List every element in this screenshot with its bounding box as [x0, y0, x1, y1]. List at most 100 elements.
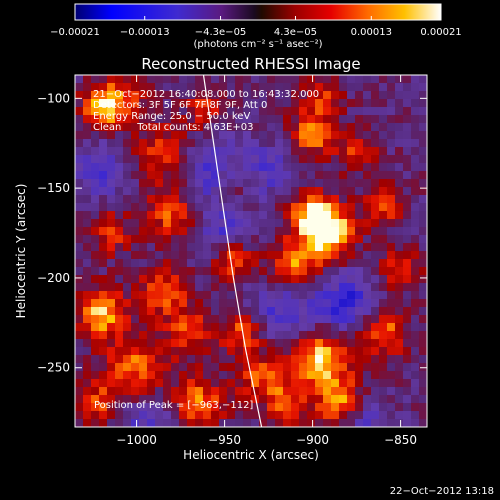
heatmap-cell [227, 75, 236, 84]
heatmap-cell [139, 387, 148, 396]
heatmap-cell [419, 411, 427, 420]
heatmap-cell [147, 219, 156, 228]
heatmap-cell [75, 259, 84, 268]
heatmap-cell [251, 155, 260, 164]
heatmap-cell [235, 235, 244, 244]
heatmap-cell [395, 411, 404, 420]
heatmap-cell [91, 211, 100, 220]
heatmap-cell [235, 195, 244, 204]
heatmap-cell [203, 163, 212, 172]
heatmap-cell [267, 315, 276, 324]
heatmap-cell [379, 243, 388, 252]
heatmap-cell [251, 211, 260, 220]
heatmap-cell [411, 339, 420, 348]
heatmap-cell [131, 419, 140, 427]
heatmap-cell [155, 267, 164, 276]
heatmap-cell [163, 107, 172, 116]
heatmap-cell [371, 251, 380, 260]
heatmap-cell [243, 331, 252, 340]
heatmap-cell [315, 259, 324, 268]
heatmap-cell [283, 83, 292, 92]
heatmap-cell [171, 275, 180, 284]
heatmap-cell [387, 83, 396, 92]
heatmap-cell [163, 315, 172, 324]
heatmap-cell [187, 339, 196, 348]
heatmap-cell [419, 283, 427, 292]
heatmap-cell [203, 291, 212, 300]
heatmap-cell [195, 323, 204, 332]
heatmap-cell [203, 123, 212, 132]
header-annotations: 21−Oct−2012 16:40:08.000 to 16:43:32.000… [93, 89, 319, 133]
heatmap-cell [323, 251, 332, 260]
heatmap-cell [107, 275, 116, 284]
heatmap-cell [171, 307, 180, 316]
heatmap-cell [219, 235, 228, 244]
heatmap-cell [155, 171, 164, 180]
heatmap-cell [179, 291, 188, 300]
heatmap-cell [291, 75, 300, 84]
heatmap-cell [259, 171, 268, 180]
heatmap-cell [323, 267, 332, 276]
heatmap-cell [371, 99, 380, 108]
heatmap-cell [75, 107, 84, 116]
heatmap-cell [363, 411, 372, 420]
heatmap-cell [291, 163, 300, 172]
heatmap-cell [307, 83, 316, 92]
heatmap-cell [355, 75, 364, 84]
heatmap-cell [315, 195, 324, 204]
heatmap-cell [251, 131, 260, 140]
heatmap-cell [227, 355, 236, 364]
heatmap-cell [179, 323, 188, 332]
colorbar-tick-label: 4.3e−05 [274, 27, 317, 38]
heatmap-cell [99, 283, 108, 292]
heatmap-cell [323, 395, 332, 404]
heatmap-cell [291, 123, 300, 132]
heatmap-cell [307, 139, 316, 148]
heatmap-cell [419, 387, 427, 396]
heatmap-cell [419, 155, 427, 164]
heatmap-cell [139, 403, 148, 412]
heatmap-cell [323, 331, 332, 340]
heatmap-cell [195, 171, 204, 180]
heatmap-cell [139, 179, 148, 188]
heatmap-cell [315, 339, 324, 348]
heatmap-cell [75, 131, 84, 140]
heatmap-cell [347, 211, 356, 220]
heatmap-cell [219, 163, 228, 172]
heatmap-cell [163, 163, 172, 172]
heatmap-cell [355, 107, 364, 116]
heatmap-cell [403, 315, 412, 324]
heatmap-cell [99, 235, 108, 244]
heatmap-cell [339, 139, 348, 148]
heatmap-cell [227, 219, 236, 228]
heatmap-cell [83, 75, 92, 84]
heatmap-cell [379, 259, 388, 268]
heatmap-cell [363, 307, 372, 316]
heatmap-cell [91, 75, 100, 84]
heatmap-cell [99, 107, 108, 116]
heatmap-cell [155, 195, 164, 204]
heatmap-cell [147, 171, 156, 180]
heatmap-cell [291, 283, 300, 292]
heatmap-cell [283, 91, 292, 100]
heatmap-cell [219, 379, 228, 388]
heatmap-cell [347, 91, 356, 100]
x-axis-label: Heliocentric X (arcsec) [183, 448, 319, 462]
heatmap-cell [379, 323, 388, 332]
heatmap-cell [339, 83, 348, 92]
heatmap-cell [163, 179, 172, 188]
heatmap-cell [323, 379, 332, 388]
heatmap-cell [275, 339, 284, 348]
heatmap-cell [307, 107, 316, 116]
heatmap-cell [131, 115, 140, 124]
heatmap-cell [339, 355, 348, 364]
heatmap-cell [163, 211, 172, 220]
heatmap-cell [195, 387, 204, 396]
heatmap-cell [299, 371, 308, 380]
heatmap-cell [387, 195, 396, 204]
heatmap-cell [75, 187, 84, 196]
heatmap-cell [315, 291, 324, 300]
heatmap-cell [147, 291, 156, 300]
heatmap-cell [283, 323, 292, 332]
heatmap-cell [203, 275, 212, 284]
